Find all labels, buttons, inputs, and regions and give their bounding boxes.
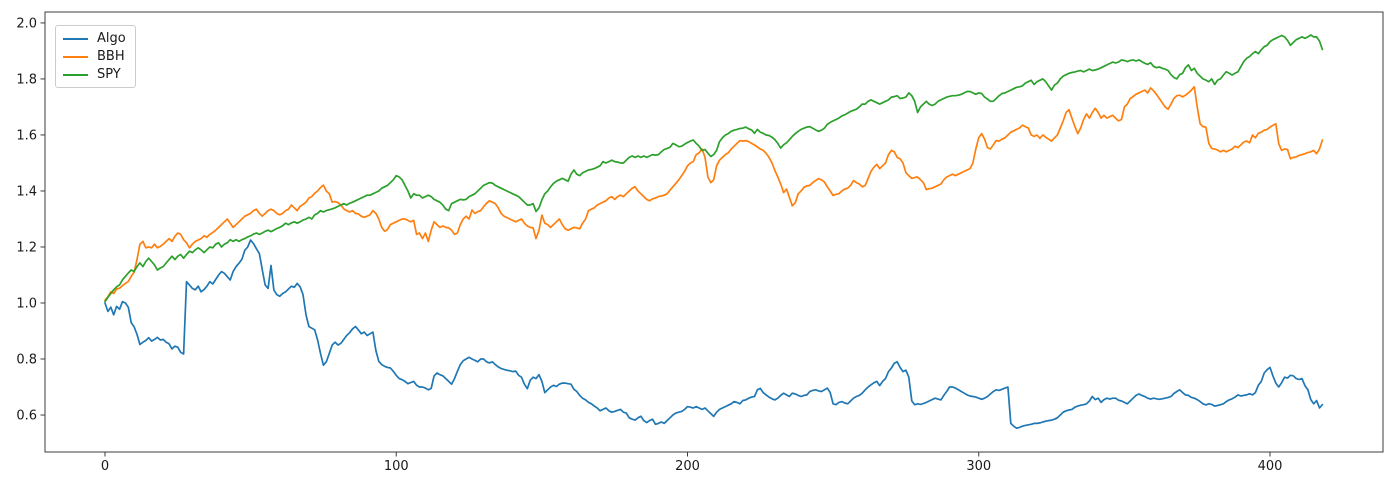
axes-frame: [44, 11, 1384, 453]
series-line-algo: [104, 239, 1324, 430]
legend-label-algo: Algo: [97, 31, 126, 46]
y-tick-label: 1.6: [16, 128, 37, 143]
y-tick-label: 1.0: [16, 296, 37, 311]
y-tick-label: 1.4: [16, 184, 37, 199]
legend-line-sample-algo: [63, 37, 88, 40]
series-line-bbh: [104, 85, 1324, 302]
x-tick-label: 200: [675, 459, 700, 474]
y-tick-label: 0.6: [16, 409, 37, 424]
legend-entry-spy: SPY: [63, 67, 126, 82]
legend-entry-algo: Algo: [63, 31, 126, 46]
y-tick-label: 2.0: [16, 16, 37, 31]
legend-line-sample-bbh: [63, 55, 88, 58]
x-tick-label: 100: [384, 459, 409, 474]
x-tick-label: 400: [1258, 459, 1283, 474]
legend-entry-bbh: BBH: [63, 49, 126, 64]
x-tick-label: 300: [966, 459, 991, 474]
y-tick-label: 1.2: [16, 240, 37, 255]
y-tick-label: 0.8: [16, 353, 37, 368]
legend-label-spy: SPY: [97, 67, 121, 82]
y-tick-label: 1.8: [16, 72, 37, 87]
legend-label-bbh: BBH: [97, 49, 125, 64]
legend-line-sample-spy: [63, 73, 88, 76]
x-tick-label: 0: [101, 459, 109, 474]
legend: Algo BBH SPY: [55, 25, 136, 88]
series-line-spy: [104, 34, 1324, 303]
